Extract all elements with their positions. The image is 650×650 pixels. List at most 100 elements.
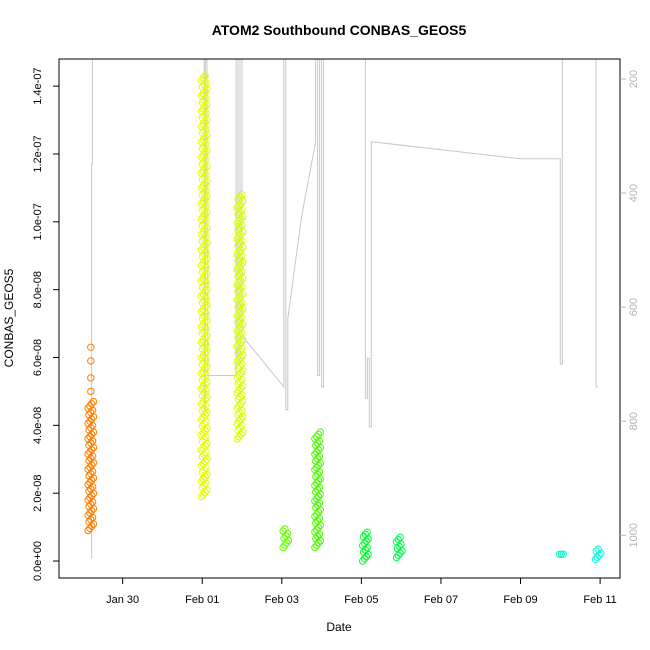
- outlier-point-0-2: [87, 357, 95, 365]
- y2-tick-label-1: 400: [628, 184, 640, 202]
- data-point-group-1: [197, 200, 206, 208]
- data-point-group-1: [197, 415, 206, 424]
- data-point-group-0: [84, 435, 92, 443]
- x-axis-label: Date: [326, 620, 352, 634]
- data-point-group-4: [313, 432, 321, 441]
- y2-tick-label-0: 200: [628, 70, 640, 88]
- data-point-group-2: [233, 235, 242, 243]
- data-point-group-4: [316, 428, 324, 436]
- y-tick-label-7: 1.4e-07: [32, 67, 44, 104]
- data-point-group-4: [311, 497, 319, 505]
- data-point-group-4: [314, 430, 323, 439]
- plot-area: Jan 30 Feb 01 Feb 03 Feb 05 Feb 07 Feb 09 Feb …: [32, 58, 640, 606]
- y-axis-label: CONBAS_GEOS5: [2, 268, 16, 367]
- x-tick-label-3: Feb 05: [344, 594, 378, 606]
- data-point-group-2: [234, 195, 242, 203]
- y-tick-label-2: 4.0e-08: [32, 407, 44, 444]
- data-point-group-3: [281, 541, 289, 549]
- data-point-group-2: [233, 250, 242, 258]
- data-point-group-0: [84, 480, 92, 489]
- data-point-group-6: [393, 544, 402, 553]
- data-point-group-1: [197, 307, 206, 316]
- data-point-group-1: [197, 292, 206, 300]
- data-point-group-6: [392, 553, 401, 562]
- data-point-group-2: [233, 419, 242, 428]
- data-point-group-0: [84, 496, 92, 504]
- data-point-group-8: [591, 555, 600, 563]
- data-point-group-8: [592, 547, 600, 555]
- data-point-group-2: [233, 265, 242, 274]
- x-tick-label-1: Feb 01: [185, 594, 219, 606]
- outlier-point-0-3: [87, 343, 95, 351]
- data-point-group-1: [197, 122, 206, 131]
- data-point-group-1: [201, 72, 209, 80]
- data-point-group-1: [197, 277, 206, 285]
- data-point-group-6: [392, 538, 401, 546]
- data-point-group-3: [281, 525, 289, 533]
- data-point-group-2: [238, 191, 246, 199]
- data-point-group-1: [197, 323, 206, 331]
- data-point-group-0: [84, 404, 92, 412]
- data-point-group-1: [197, 431, 206, 439]
- y2-tick-label-2: 600: [628, 298, 640, 316]
- data-point-group-5: [359, 557, 367, 565]
- data-point-group-2: [233, 435, 242, 443]
- data-point-group-0: [84, 465, 92, 473]
- data-point-group-4: [311, 528, 319, 536]
- data-point-group-2: [233, 281, 242, 289]
- data-point-group-3: [279, 527, 287, 535]
- data-point-group-1: [197, 385, 206, 393]
- data-point-group-2: [233, 358, 242, 366]
- data-point-group-2: [233, 219, 242, 228]
- data-point-group-2: [233, 389, 242, 397]
- y-tick-label-4: 8.0e-08: [32, 271, 44, 308]
- data-point-group-0: [84, 419, 92, 428]
- data-point-group-1: [199, 74, 208, 82]
- data-point-group-1: [197, 153, 206, 162]
- data-point-group-4: [311, 481, 319, 490]
- data-point-group-4: [311, 435, 319, 443]
- y-tick-label-6: 1.2e-07: [32, 135, 44, 172]
- data-point-group-0: [88, 400, 96, 408]
- data-point-group-4: [311, 450, 319, 458]
- data-point-group-1: [197, 369, 206, 377]
- y-tick-label-0: 0.0e+00: [32, 541, 44, 581]
- data-point-group-8: [594, 545, 602, 553]
- y-tick-label-1: 2.0e-08: [32, 475, 44, 512]
- x-tick-label-0: Jan 30: [106, 594, 139, 606]
- pressure-trace-line: [90, 58, 599, 559]
- data-point-group-2: [233, 373, 242, 381]
- x-tick-label-4: Feb 07: [424, 594, 458, 606]
- y-tick-label-5: 1.0e-07: [32, 203, 44, 240]
- data-point-group-3: [280, 534, 288, 542]
- data-point-group-4: [311, 543, 319, 552]
- data-point-group-5: [361, 530, 370, 539]
- data-point-group-0: [84, 511, 92, 519]
- outlier-point-0-1: [87, 374, 95, 382]
- data-point-group-1: [197, 261, 206, 270]
- outlier-point-0-0: [87, 387, 95, 396]
- data-point-group-1: [197, 462, 206, 470]
- data-point-group-2: [233, 404, 242, 412]
- x-tick-label-2: Feb 03: [265, 594, 299, 606]
- data-point-group-1: [197, 169, 206, 177]
- data-point-group-1: [197, 477, 206, 485]
- data-point-group-2: [233, 204, 242, 212]
- data-point-group-1: [197, 400, 206, 408]
- data-point-group-1: [197, 92, 206, 100]
- data-point-group-1: [197, 338, 206, 347]
- data-point-group-1: [197, 76, 206, 85]
- x-tick-label-6: Feb 11: [583, 594, 616, 606]
- y2-tick-label-3: 800: [628, 412, 640, 430]
- y-tick-label-3: 6.0e-08: [32, 339, 44, 376]
- data-point-group-2: [233, 296, 242, 304]
- data-point-group-0: [84, 526, 92, 535]
- data-point-group-1: [197, 107, 206, 115]
- chart-title: ATOM2 Southbound CONBAS_GEOS5: [212, 22, 467, 38]
- data-point-group-5: [359, 532, 368, 541]
- data-point-group-6: [396, 533, 404, 541]
- data-point-group-1: [197, 246, 206, 254]
- data-point-group-2: [233, 312, 242, 320]
